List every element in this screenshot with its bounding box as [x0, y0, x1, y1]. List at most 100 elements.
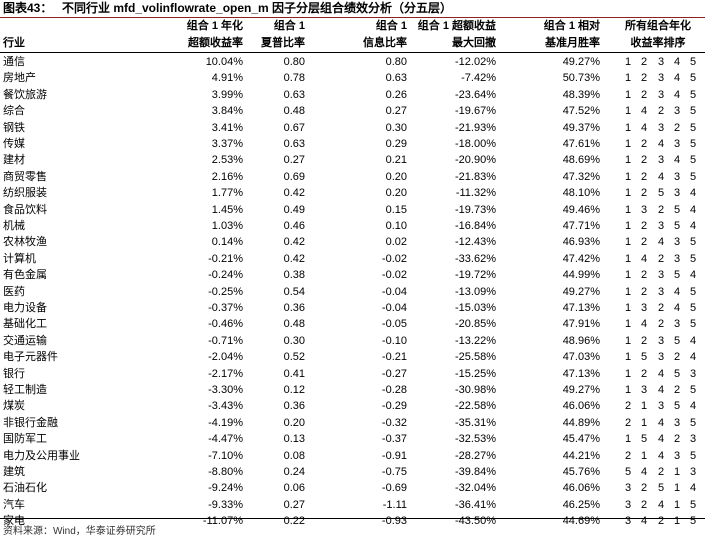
cell-info-ratio: -0.05	[381, 318, 407, 331]
cell-win-rate: 47.91%	[562, 318, 600, 331]
cell-rank: 1	[624, 154, 632, 167]
cell-win-rate: 47.42%	[562, 252, 600, 265]
cell-rank: 1	[624, 236, 632, 249]
cell-rank: 5	[657, 482, 665, 495]
cell-industry: 汽车	[3, 498, 25, 511]
header-rank-line1: 所有组合年化	[625, 20, 691, 32]
cell-sharpe-ratio: 0.41	[283, 367, 305, 380]
cell-excess-return: -0.37%	[208, 302, 243, 314]
table-row: 电力及公用事业 -7.10% 0.08 -0.91 -28.27% 44.21% 2 1 4 3 5	[0, 448, 705, 464]
cell-rank: 3	[673, 236, 681, 249]
cell-rank: 1	[673, 515, 681, 528]
cell-win-rate: 47.03%	[562, 351, 600, 364]
cell-rank: 2	[640, 334, 648, 347]
cell-rank: 1	[624, 187, 632, 200]
cell-industry: 通信	[3, 56, 25, 68]
cell-excess-return: -4.19%	[208, 416, 243, 429]
cell-industry: 非银行金融	[3, 416, 58, 429]
cell-max-drawdown: -16.84%	[455, 220, 496, 232]
cell-info-ratio: -0.02	[381, 269, 407, 282]
cell-rank: 5	[689, 252, 697, 265]
cell-rank: 2	[657, 466, 665, 478]
cell-sharpe-ratio: 0.46	[283, 220, 305, 232]
cell-rank: 4	[673, 285, 681, 298]
cell-sharpe-ratio: 0.63	[283, 88, 305, 101]
cell-rank: 1	[673, 482, 681, 495]
cell-rank: 3	[673, 416, 681, 429]
cell-max-drawdown: -33.62%	[455, 252, 496, 265]
cell-rank: 1	[624, 203, 632, 216]
cell-industry: 商贸零售	[3, 170, 47, 183]
cell-rank: 5	[640, 433, 648, 446]
cell-sharpe-ratio: 0.38	[283, 269, 305, 282]
cell-info-ratio: 0.26	[385, 88, 407, 101]
cell-excess-return: 4.91%	[211, 72, 243, 85]
table-row: 餐饮旅游 3.99% 0.63 0.26 -23.64% 48.39% 1 2 3 4 5	[0, 87, 705, 103]
cell-industry: 有色金属	[3, 269, 47, 282]
header-info-line2: 信息比率	[363, 37, 407, 49]
cell-max-drawdown: -19.73%	[455, 203, 496, 216]
cell-info-ratio: -0.04	[381, 302, 407, 314]
cell-rank: 2	[640, 154, 648, 167]
table-row: 建筑 -8.80% 0.24 -0.75 -39.84% 45.76% 5 4 2 1 3	[0, 464, 705, 480]
cell-rank: 4	[689, 351, 697, 364]
cell-rank: 4	[657, 498, 665, 511]
cell-rank: 3	[657, 400, 665, 413]
cell-rank: 3	[657, 220, 665, 232]
cell-rank: 3	[657, 154, 665, 167]
cell-rank: 1	[624, 105, 632, 118]
cell-win-rate: 44.99%	[562, 269, 600, 282]
table-row: 轻工制造 -3.30% 0.12 -0.28 -30.98% 49.27% 1 3 4 2 5	[0, 382, 705, 398]
cell-excess-return: -3.43%	[208, 400, 243, 413]
table-row: 纺织服装 1.77% 0.42 0.20 -11.32% 48.10% 1 2 5 3 4	[0, 185, 705, 201]
table-row: 通信 10.04% 0.80 0.80 -12.02% 49.27% 1 2 3 4 5	[0, 54, 705, 70]
cell-rank: 2	[624, 416, 632, 429]
cell-win-rate: 45.76%	[562, 466, 600, 478]
cell-excess-return: -0.21%	[208, 252, 243, 265]
cell-max-drawdown: -12.02%	[455, 56, 496, 68]
cell-win-rate: 49.37%	[562, 121, 600, 134]
cell-rank: 5	[673, 367, 681, 380]
cell-max-drawdown: -39.84%	[455, 466, 496, 478]
cell-win-rate: 46.93%	[562, 236, 600, 249]
cell-rank: 5	[640, 351, 648, 364]
cell-max-drawdown: -32.53%	[455, 433, 496, 446]
cell-excess-return: -8.80%	[208, 466, 243, 478]
cell-excess-return: -0.46%	[208, 318, 243, 331]
cell-rank: 1	[624, 88, 632, 101]
table-title-bar: 图表43： 不同行业 mfd_volinflowrate_open_m 因子分层…	[0, 0, 705, 18]
cell-sharpe-ratio: 0.78	[283, 72, 305, 85]
cell-rank: 4	[657, 367, 665, 380]
cell-rank: 4	[673, 88, 681, 101]
cell-sharpe-ratio: 0.67	[283, 121, 305, 134]
cell-win-rate: 47.13%	[562, 302, 600, 314]
cell-max-drawdown: -7.42%	[461, 72, 496, 85]
table-row: 医药 -0.25% 0.54 -0.04 -13.09% 49.27% 1 2 3 4 5	[0, 284, 705, 300]
cell-rank: 3	[640, 302, 648, 314]
cell-rank: 5	[673, 203, 681, 216]
cell-industry: 计算机	[3, 252, 36, 265]
cell-info-ratio: 0.02	[385, 236, 407, 249]
cell-win-rate: 47.13%	[562, 367, 600, 380]
cell-sharpe-ratio: 0.22	[283, 515, 305, 528]
cell-rank: 2	[640, 482, 648, 495]
cell-win-rate: 49.27%	[562, 384, 600, 396]
source-note: 资料来源：Wind，华泰证券研究所	[3, 526, 156, 537]
cell-rank: 2	[640, 367, 648, 380]
cell-rank: 4	[657, 138, 665, 150]
table-header: 行业 组合 1 年化 超额收益率 组合 1 夏普比率 组合 1 信息比率 组合 …	[0, 18, 705, 53]
cell-rank: 4	[673, 72, 681, 85]
cell-win-rate: 46.06%	[562, 400, 600, 413]
table-row: 房地产 4.91% 0.78 0.63 -7.42% 50.73% 1 2 3 4 5	[0, 70, 705, 86]
table-row: 汽车 -9.33% 0.27 -1.11 -36.41% 46.25% 3 2 4 1 5	[0, 497, 705, 513]
cell-rank: 1	[624, 433, 632, 446]
cell-rank: 4	[689, 482, 697, 495]
cell-max-drawdown: -12.43%	[455, 236, 496, 249]
cell-win-rate: 47.52%	[562, 105, 600, 118]
cell-rank: 1	[624, 170, 632, 183]
cell-sharpe-ratio: 0.48	[283, 105, 305, 118]
cell-rank: 3	[673, 449, 681, 462]
header-info-line1: 组合 1	[375, 20, 407, 32]
cell-win-rate: 50.73%	[562, 72, 600, 85]
cell-rank: 4	[640, 318, 648, 331]
